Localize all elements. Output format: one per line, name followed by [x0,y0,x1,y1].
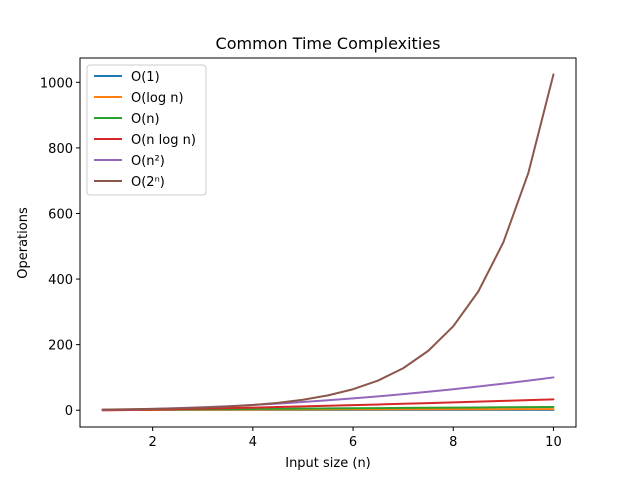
chart-title: Common Time Complexities [216,34,441,53]
x-tick-label: 6 [349,435,357,450]
legend-label-4: O(n²) [131,154,165,169]
x-tick-label: 10 [545,435,562,450]
legend-label-3: O(n log n) [131,133,196,148]
x-tick-label: 2 [149,435,157,450]
x-axis-label: Input size (n) [285,456,371,471]
y-tick-label: 0 [65,404,73,419]
y-axis: 0 200 400 600 800 1000 [40,76,80,419]
plot-area [101,73,555,412]
axes-frame [79,57,577,428]
y-tick-label: 600 [48,207,73,222]
x-tick-label: 8 [449,435,457,450]
y-axis-label: Operations [16,207,31,279]
y-tick-label: 200 [48,339,73,354]
y-tick-label: 1000 [40,76,73,91]
y-tick-label: 400 [48,273,73,288]
legend: O(1) O(log n) O(n) O(n log n) O(n²) O(2ⁿ) [86,64,207,196]
legend-label-2: O(n) [131,112,160,127]
x-axis: 2 4 6 8 10 [149,427,562,450]
legend-label-5: O(2ⁿ) [131,175,165,190]
y-tick-label: 800 [48,142,73,157]
legend-label-0: O(1) [131,70,160,85]
x-tick-label: 4 [249,435,257,450]
series-line-5 [101,73,555,411]
legend-label-1: O(log n) [131,91,184,106]
